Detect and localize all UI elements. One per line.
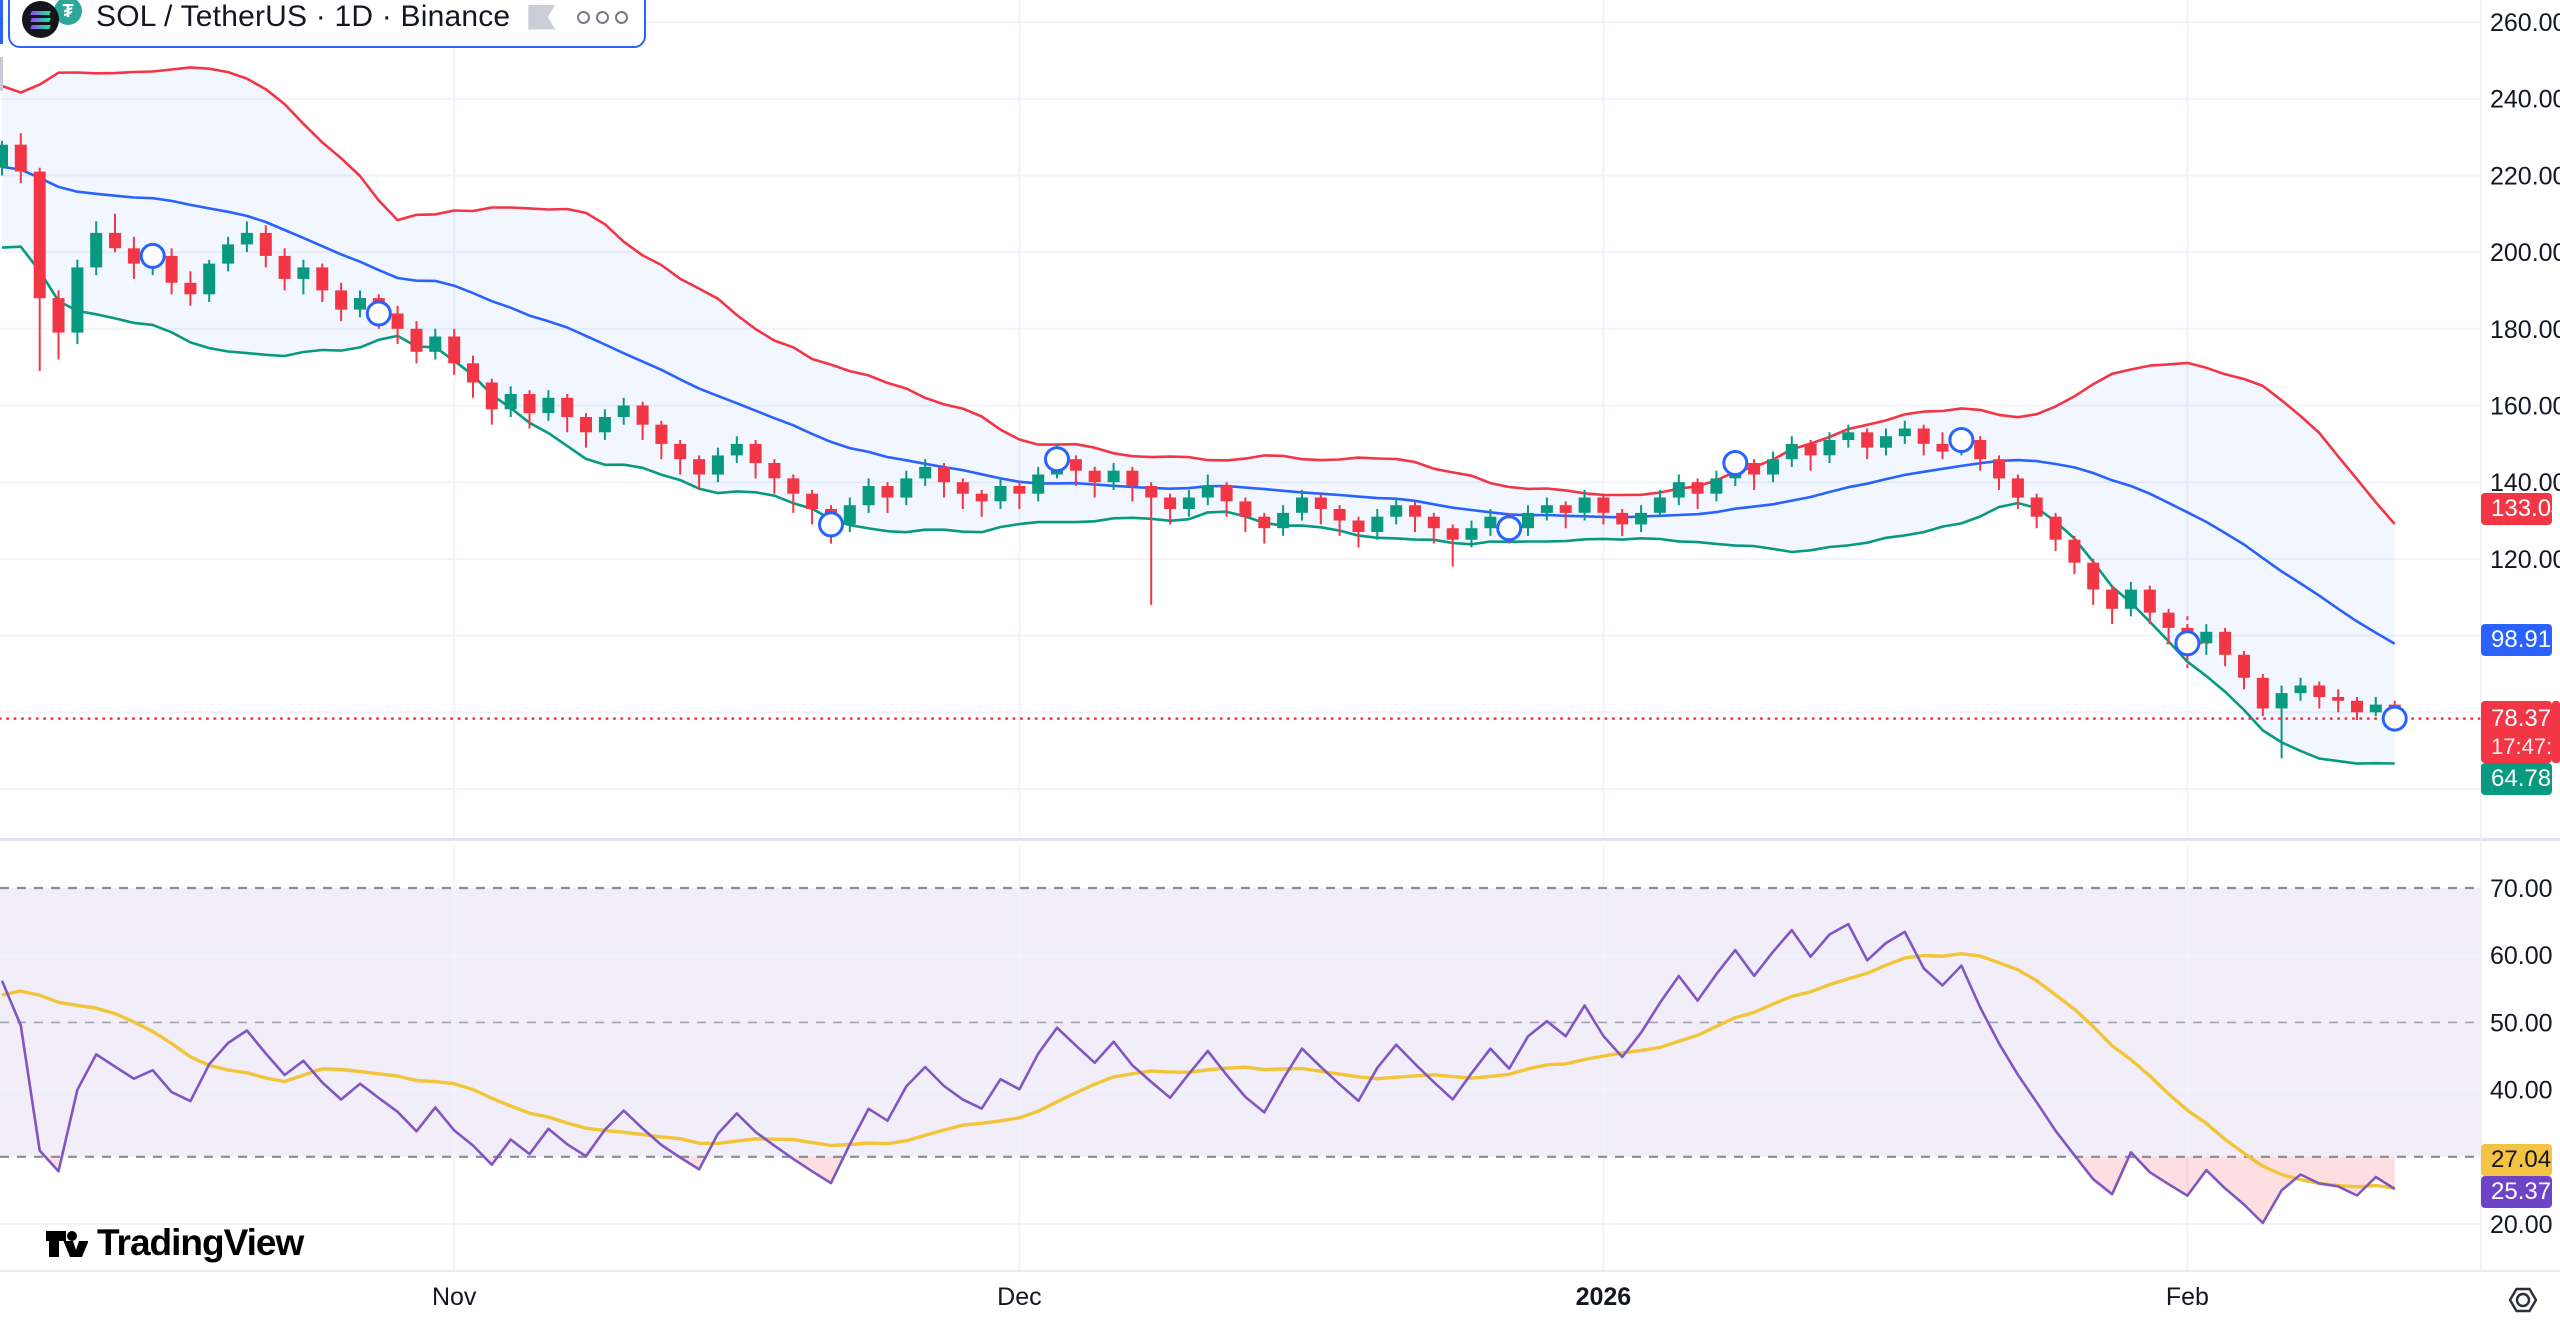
flag-icon[interactable] — [528, 4, 556, 30]
svg-text:180.00: 180.00 — [2490, 316, 2560, 344]
svg-text:240.00: 240.00 — [2490, 86, 2560, 114]
svg-text:260.00: 260.00 — [2490, 9, 2560, 37]
rsi-ma-value-label: 27.04 — [2481, 1144, 2552, 1176]
time-axis[interactable] — [0, 1271, 2560, 1320]
left-edge-accent — [0, 0, 3, 44]
svg-text:70.00: 70.00 — [2490, 875, 2553, 903]
left-edge-handle[interactable] — [0, 57, 3, 91]
pane-separator[interactable] — [0, 836, 2481, 844]
solana-logo-icon — [22, 1, 59, 38]
svg-text:40.00: 40.00 — [2490, 1077, 2553, 1105]
tradingview-logo-icon — [46, 1231, 88, 1257]
svg-text:60.00: 60.00 — [2490, 942, 2553, 970]
svg-text:Feb: Feb — [2166, 1283, 2209, 1311]
svg-text:20.00: 20.00 — [2490, 1211, 2553, 1239]
symbol-legend[interactable]: ₮ SOL / TetherUS · 1D · Binance — [8, 0, 647, 48]
svg-text:200.00: 200.00 — [2490, 239, 2560, 267]
symbol-logo: ₮ — [22, 0, 84, 38]
tradingview-logo[interactable]: TradingView — [44, 1222, 304, 1264]
last-price-label: 78.37 17:47:00 — [2481, 701, 2560, 763]
svg-text:Dec: Dec — [997, 1283, 1041, 1311]
bb-basis-price-label: 98.91 — [2481, 624, 2552, 656]
svg-text:2026: 2026 — [1576, 1283, 1632, 1311]
rsi-value-label: 25.37 — [2481, 1176, 2552, 1208]
svg-text:160.00: 160.00 — [2490, 393, 2560, 421]
svg-text:220.00: 220.00 — [2490, 162, 2560, 190]
bb-lower-price-label: 64.78 — [2481, 763, 2552, 795]
bb-upper-price-label: 133.04 — [2481, 493, 2560, 525]
time-axis-settings-icon[interactable] — [2505, 1282, 2541, 1318]
price-line-edge-strip — [2552, 701, 2560, 763]
svg-text:50.00: 50.00 — [2490, 1009, 2553, 1037]
symbol-title: SOL / TetherUS · 1D · Binance — [96, 0, 511, 33]
svg-text:120.00: 120.00 — [2490, 546, 2560, 574]
bar-countdown: 17:47:00 — [2491, 733, 2560, 759]
more-options-icon[interactable] — [577, 10, 629, 24]
svg-text:140.00: 140.00 — [2490, 469, 2560, 497]
svg-text:Nov: Nov — [432, 1283, 477, 1311]
